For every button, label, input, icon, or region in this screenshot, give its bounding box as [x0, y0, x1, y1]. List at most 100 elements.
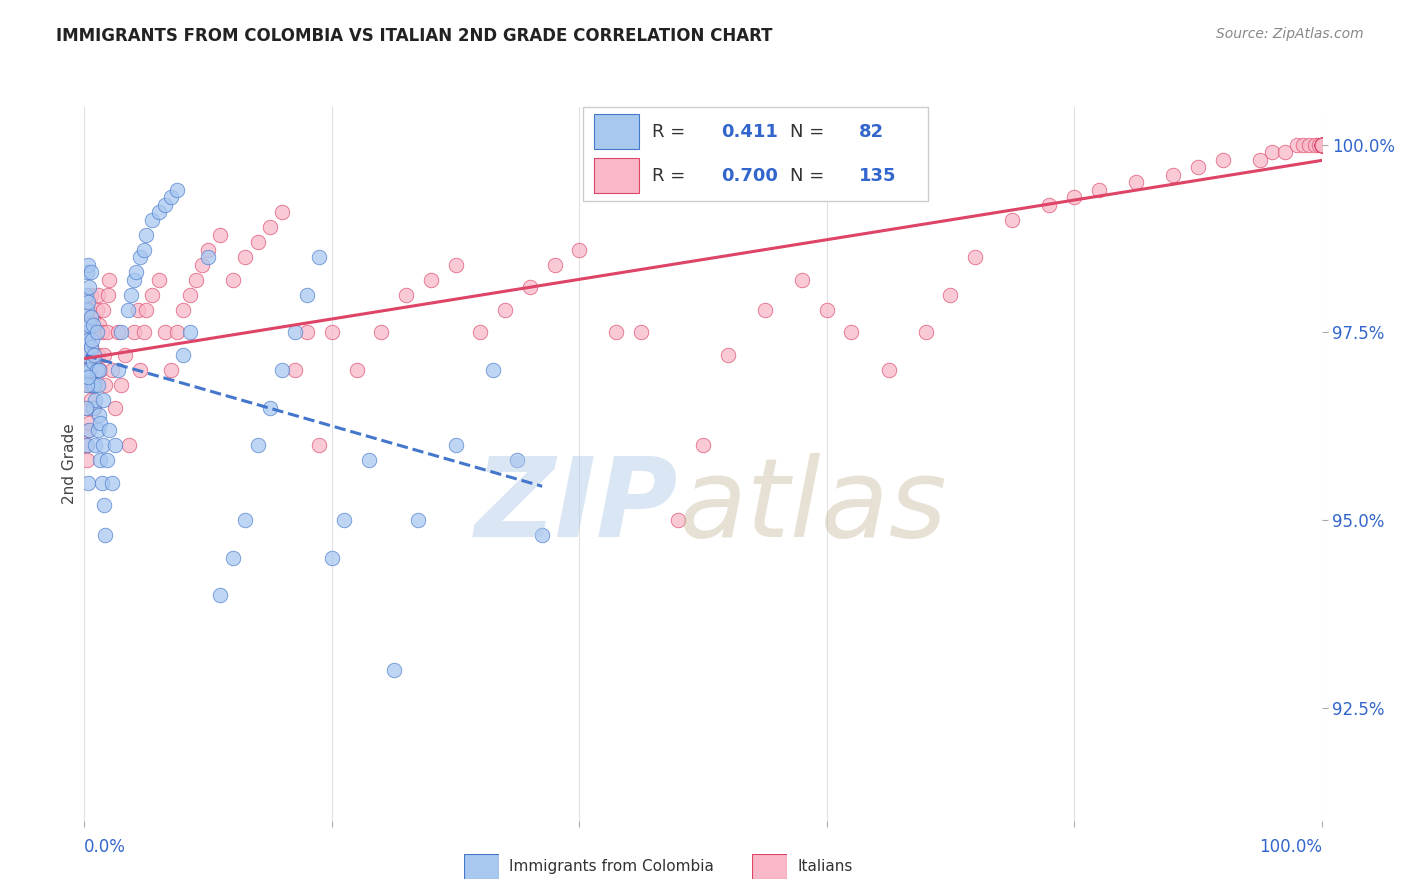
- Point: [148, 205, 170, 219]
- Point: [75, 363, 97, 377]
- Point: [127, 302, 149, 317]
- Point: [77, 333, 100, 347]
- Point: [308, 250, 330, 264]
- Bar: [593, 158, 638, 194]
- Point: [96, 326, 118, 340]
- Text: N =: N =: [790, 123, 830, 141]
- Point: [568, 243, 591, 257]
- Point: [1310, 137, 1333, 152]
- Point: [77, 258, 100, 272]
- Point: [506, 453, 529, 467]
- Point: [166, 183, 188, 197]
- Point: [141, 212, 163, 227]
- Point: [666, 513, 689, 527]
- Point: [1310, 137, 1333, 152]
- Point: [246, 438, 269, 452]
- Point: [75, 288, 97, 302]
- Point: [87, 423, 110, 437]
- Point: [1310, 137, 1333, 152]
- Point: [179, 288, 201, 302]
- Point: [80, 378, 103, 392]
- Point: [76, 348, 98, 362]
- Point: [104, 438, 127, 452]
- Point: [717, 348, 740, 362]
- Point: [79, 416, 101, 430]
- Point: [395, 288, 418, 302]
- Point: [321, 326, 343, 340]
- Point: [197, 243, 219, 257]
- Point: [83, 348, 105, 362]
- Point: [153, 326, 176, 340]
- Point: [166, 326, 188, 340]
- Point: [122, 326, 145, 340]
- Point: [1125, 175, 1147, 189]
- Point: [153, 197, 176, 211]
- Point: [1310, 137, 1333, 152]
- Point: [86, 363, 108, 377]
- Point: [1063, 190, 1085, 204]
- Point: [93, 498, 115, 512]
- Point: [132, 243, 155, 257]
- Point: [141, 288, 163, 302]
- Point: [1161, 168, 1184, 182]
- Point: [98, 273, 121, 287]
- Point: [135, 302, 157, 317]
- Point: [1249, 153, 1271, 167]
- Text: R =: R =: [652, 167, 692, 185]
- Point: [815, 302, 838, 317]
- Point: [94, 528, 117, 542]
- Point: [357, 453, 380, 467]
- Point: [75, 438, 97, 452]
- Point: [117, 302, 139, 317]
- Text: ZIP: ZIP: [475, 453, 678, 560]
- Point: [1001, 212, 1024, 227]
- Point: [83, 378, 105, 392]
- Point: [494, 302, 516, 317]
- Point: [76, 348, 98, 362]
- Point: [107, 326, 129, 340]
- Point: [84, 438, 107, 452]
- Point: [79, 310, 101, 325]
- Point: [82, 363, 104, 377]
- Point: [89, 363, 111, 377]
- Bar: [593, 113, 638, 149]
- Point: [77, 370, 100, 384]
- Point: [79, 318, 101, 332]
- Point: [1261, 145, 1284, 160]
- Point: [79, 302, 101, 317]
- Point: [444, 438, 467, 452]
- Point: [160, 363, 183, 377]
- Point: [93, 348, 115, 362]
- Text: Immigrants from Colombia: Immigrants from Colombia: [509, 859, 714, 873]
- Point: [89, 363, 111, 377]
- Point: [179, 326, 201, 340]
- Point: [184, 273, 207, 287]
- Point: [98, 423, 121, 437]
- Point: [125, 265, 148, 279]
- Point: [346, 363, 368, 377]
- Point: [1310, 137, 1333, 152]
- Point: [790, 273, 813, 287]
- Point: [82, 355, 104, 369]
- Point: [233, 513, 256, 527]
- Point: [114, 348, 136, 362]
- Point: [76, 378, 98, 392]
- Text: 100.0%: 100.0%: [1258, 838, 1322, 856]
- Point: [1310, 137, 1333, 152]
- Point: [89, 408, 111, 422]
- Point: [110, 326, 132, 340]
- Text: 0.0%: 0.0%: [84, 838, 127, 856]
- Point: [77, 475, 100, 490]
- Point: [1310, 137, 1333, 152]
- Point: [94, 378, 117, 392]
- Point: [104, 401, 127, 415]
- Point: [271, 363, 294, 377]
- Point: [1088, 183, 1111, 197]
- Point: [197, 250, 219, 264]
- Point: [89, 416, 111, 430]
- Point: [1310, 137, 1333, 152]
- Point: [75, 363, 97, 377]
- Point: [82, 310, 104, 325]
- Point: [148, 273, 170, 287]
- Point: [1310, 137, 1333, 152]
